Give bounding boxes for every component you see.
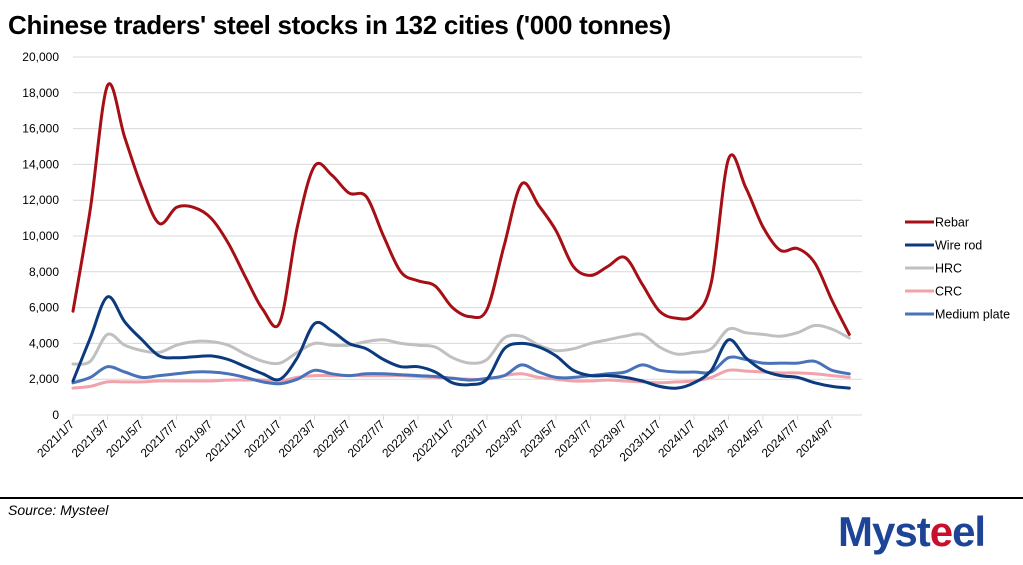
- legend-label-rebar: Rebar: [935, 216, 969, 230]
- y-tick-label: 14,000: [22, 157, 59, 171]
- y-tick-label: 0: [52, 408, 59, 422]
- y-tick-label: 10,000: [22, 229, 59, 243]
- legend-label-wire-rod: Wire rod: [935, 239, 982, 253]
- x-tick-label: 2024/9/7: [793, 417, 836, 460]
- y-tick-label: 2,000: [29, 372, 59, 386]
- line-chart: 0 2,000 4,000 6,000 8,000 10,000 12,000 14,000 1…: [22, 50, 1010, 464]
- series-line-wire-rod: [71, 295, 851, 390]
- series-line-medium-plate: [71, 355, 851, 386]
- y-tick-label: 8,000: [29, 265, 59, 279]
- y-tick-label: 12,000: [22, 193, 59, 207]
- logo-text-part1: Myst: [838, 508, 931, 555]
- legend-label-crc: CRC: [935, 285, 962, 299]
- y-tick-label: 18,000: [22, 86, 59, 100]
- mysteel-logo: Mysteel: [838, 508, 986, 556]
- footer-divider: [0, 497, 1023, 499]
- y-tick-label: 20,000: [22, 50, 59, 64]
- legend-label-hrc: HRC: [935, 262, 962, 276]
- logo-accent-letter: e: [929, 508, 953, 555]
- grid-lines: [73, 56, 862, 416]
- y-axis: 0 2,000 4,000 6,000 8,000 10,000 12,000 14,000 1…: [22, 50, 59, 422]
- series-lines: [71, 82, 851, 390]
- y-tick-label: 16,000: [22, 122, 59, 136]
- y-tick-label: 4,000: [29, 336, 59, 350]
- x-axis: 2021/1/72021/3/72021/5/72021/7/72021/9/7…: [34, 415, 836, 464]
- chart-title: Chinese traders' steel stocks in 132 cit…: [8, 10, 671, 40]
- logo-text-part2: el: [952, 508, 986, 555]
- y-tick-label: 6,000: [29, 301, 59, 315]
- source-note: Source: Mysteel: [8, 502, 109, 518]
- series-line-hrc: [71, 323, 851, 366]
- legend-label-medium-plate: Medium plate: [935, 308, 1010, 322]
- series-line-rebar: [71, 82, 851, 336]
- legend: Rebar Wire rod HRC CRC Medium plate: [905, 216, 1010, 322]
